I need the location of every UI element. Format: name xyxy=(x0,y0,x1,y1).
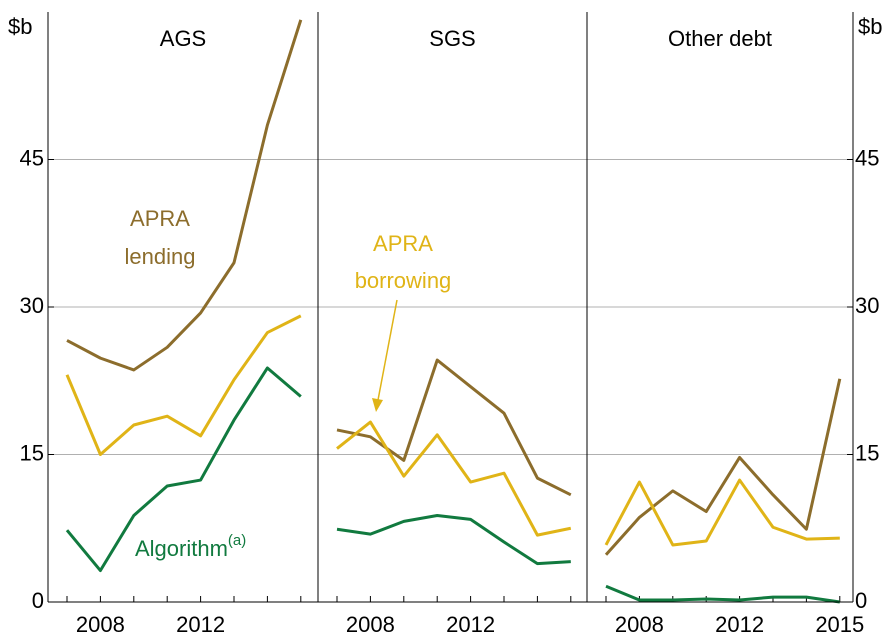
series-line xyxy=(65,366,302,573)
y-unit-right: $b xyxy=(858,14,882,39)
panel-title: SGS xyxy=(429,26,475,51)
series-line xyxy=(65,314,302,456)
x-tick-label: 2008 xyxy=(615,612,664,637)
y-tick-label: 15 xyxy=(20,440,44,465)
annotation: lending xyxy=(125,244,196,269)
x-tick-label: 2008 xyxy=(76,612,125,637)
annotation: APRA xyxy=(130,206,190,231)
series-line xyxy=(336,513,571,566)
panel-title: Other debt xyxy=(668,26,772,51)
x-tick-label: 2008 xyxy=(346,612,395,637)
y-tick-label-right: 30 xyxy=(855,293,879,318)
y-tick-label: 30 xyxy=(20,293,44,318)
annotation: borrowing xyxy=(355,268,452,293)
series-line xyxy=(604,478,840,547)
x-tick-label: 2012 xyxy=(715,612,764,637)
x-tick-label: 2015 xyxy=(815,612,864,637)
y-unit: $b xyxy=(8,14,32,39)
annotation: Algorithm(a) xyxy=(135,532,246,561)
x-tick-label: 2012 xyxy=(176,612,225,637)
x-tick-label: 2012 xyxy=(446,612,495,637)
y-tick-label: 0 xyxy=(32,588,44,613)
y-tick-label-right: 0 xyxy=(855,588,867,613)
annotation-superscript: (a) xyxy=(228,532,246,549)
arrow-line xyxy=(377,299,398,401)
annotation-text: Algorithm xyxy=(135,536,228,561)
annotation: APRA xyxy=(373,231,433,256)
series-line xyxy=(605,584,841,604)
y-tick-label-right: 15 xyxy=(855,440,879,465)
series-line xyxy=(66,19,303,372)
series-line xyxy=(336,358,572,497)
arrow-head xyxy=(372,398,383,412)
y-tick-label: 45 xyxy=(20,145,44,170)
series-line xyxy=(604,378,842,556)
y-tick-label-right: 45 xyxy=(855,145,879,170)
panel-title: AGS xyxy=(160,26,206,51)
series-line xyxy=(336,420,572,537)
